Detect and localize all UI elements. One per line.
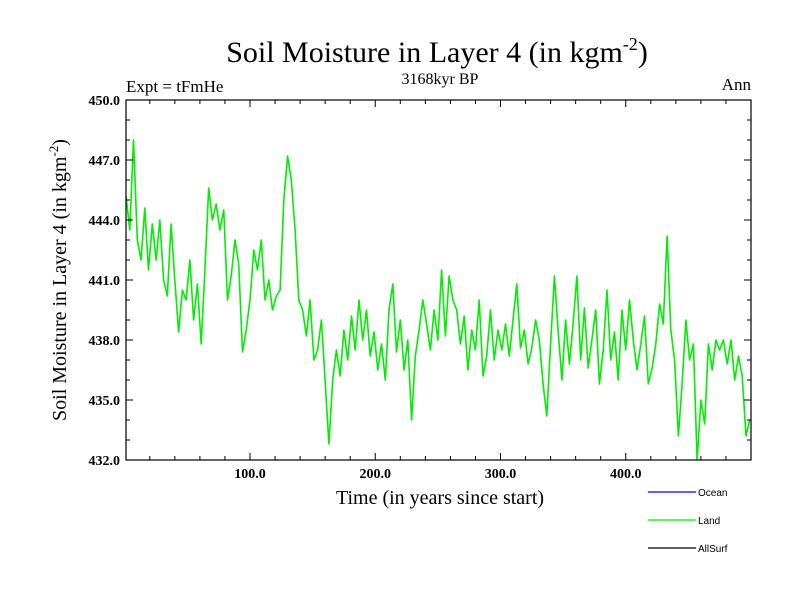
legend-label-land: Land	[698, 516, 720, 527]
legend-label-ocean: Ocean	[698, 488, 727, 499]
y-tick-label: 447.0	[89, 154, 121, 169]
chart-subtitle: 3168kyr BP	[402, 71, 479, 88]
y-tick-label: 435.0	[89, 394, 121, 409]
series-line-land	[126, 139, 751, 460]
y-tick-label: 438.0	[89, 334, 121, 349]
y-tick-label: 432.0	[89, 454, 121, 469]
plot-frame	[125, 99, 752, 461]
chart-title: Soil Moisture in Layer 4 (in kgm-2)	[226, 34, 648, 69]
x-tick-label: 200.0	[359, 467, 391, 482]
legend: Ocean Land AllSurf	[648, 488, 728, 555]
x-tick-label: 300.0	[485, 467, 517, 482]
season-label: Ann	[722, 75, 752, 94]
y-tick-label: 441.0	[89, 274, 121, 289]
y-axis-label: Soil Moisture in Layer 4 (in kgm-2)	[46, 139, 71, 421]
x-tick-label: 400.0	[610, 467, 642, 482]
legend-label-allsurf: AllSurf	[698, 544, 728, 555]
experiment-label: Expt = tFmHe	[126, 77, 223, 96]
y-tick-label: 444.0	[89, 214, 121, 229]
x-tick-label: 100.0	[234, 467, 266, 482]
x-axis-label: Time (in years since start)	[336, 487, 544, 509]
y-tick-label: 450.0	[89, 94, 121, 109]
